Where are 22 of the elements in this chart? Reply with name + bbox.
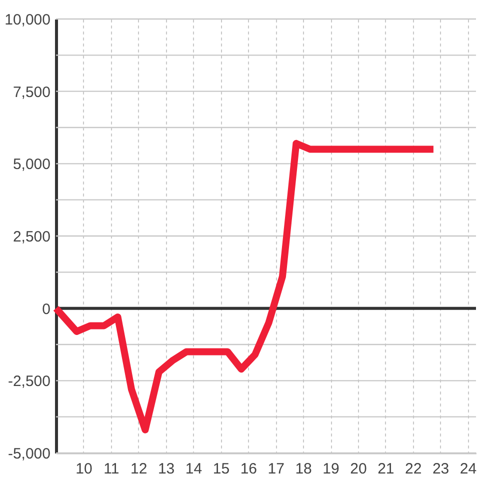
x-tick-label: 11 — [104, 460, 120, 478]
y-tick-label: 2,500 — [12, 228, 50, 246]
x-tick-label: 12 — [130, 460, 148, 478]
x-tick-label: 22 — [405, 460, 422, 478]
y-tick-label: 7,500 — [12, 84, 50, 101]
x-tick-label: 17 — [268, 460, 284, 478]
x-tick-label: 10 — [76, 460, 92, 478]
y-tick-label: 5,000 — [12, 156, 50, 174]
x-tick-label: 18 — [295, 460, 312, 478]
x-tick-label: 16 — [240, 460, 257, 478]
x-tick-label: 14 — [185, 460, 202, 478]
x-tick-label: 15 — [212, 460, 230, 478]
y-tick-label: -5,000 — [8, 446, 50, 462]
y-tick-label: -2,500 — [8, 373, 50, 390]
x-tick-label: 19 — [322, 460, 340, 478]
x-tick-label: 20 — [350, 460, 367, 478]
y-tick-label: 10,000 — [4, 12, 50, 28]
x-tick-label: 24 — [460, 460, 477, 478]
y-tick-label: 0 — [42, 300, 50, 318]
x-tick-label: 21 — [378, 460, 394, 478]
x-tick-label: 13 — [158, 460, 175, 478]
x-tick-label: 23 — [432, 460, 450, 478]
